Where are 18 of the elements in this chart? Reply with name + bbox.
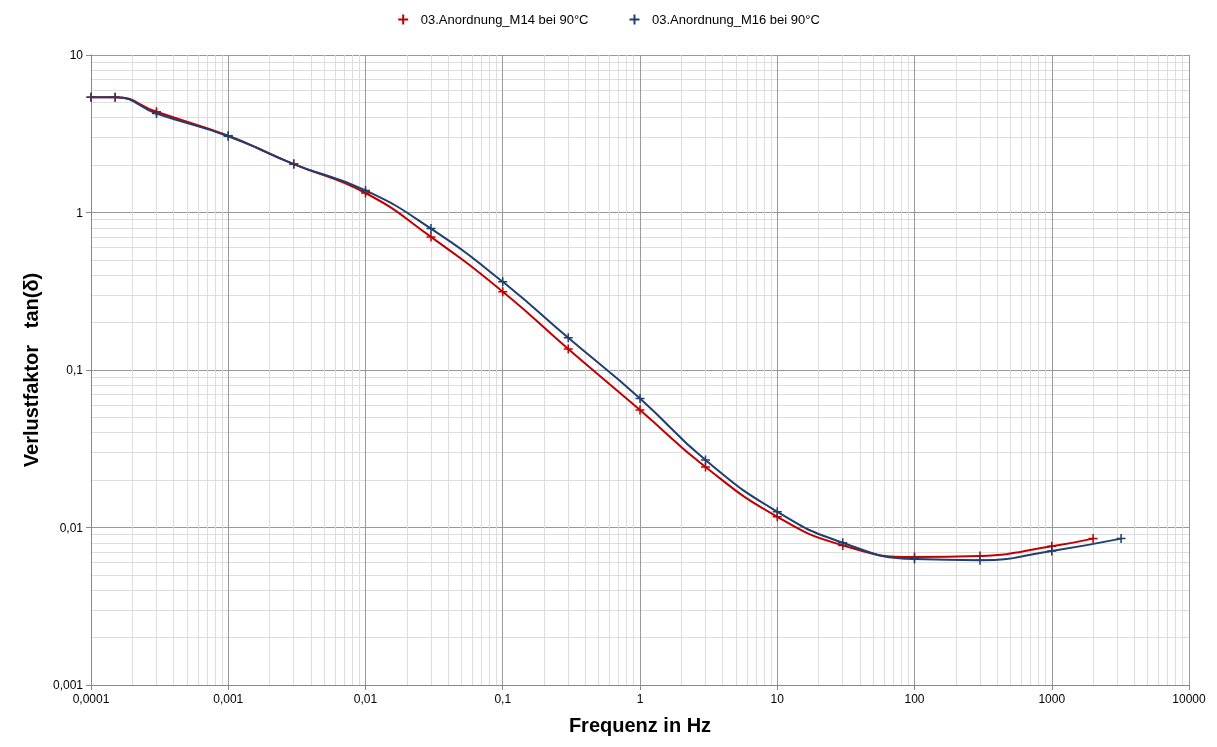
x-tick-label: 0,001 [213,692,244,706]
x-tick-label: 0,01 [353,692,378,706]
x-tick-label: 0,0001 [72,692,110,706]
x-axis-title: Frequenz in Hz [568,714,712,736]
x-tick-label: 1000 [1038,692,1066,706]
y-tick-label: 0,1 [66,363,84,377]
y-tick-label: 1 [76,205,84,220]
y-tick-label: 10 [69,48,84,62]
x-tick-label: 10 [770,692,785,706]
y-axis-title: Verlustfaktor tan(δ) [20,272,42,468]
x-tick-label: 1 [636,692,644,706]
y-tick-label: 0,01 [59,520,84,535]
x-tick-label: 10000 [1172,692,1207,706]
x-tick-label: 100 [904,692,925,706]
y-tick-label: 0,001 [52,678,84,692]
legend-label: 03.Anordnung_M14 bei 90°C [420,12,589,27]
legend-label: 03.Anordnung_M16 bei 90°C [652,12,820,27]
x-tick-label: 0,1 [494,692,512,706]
